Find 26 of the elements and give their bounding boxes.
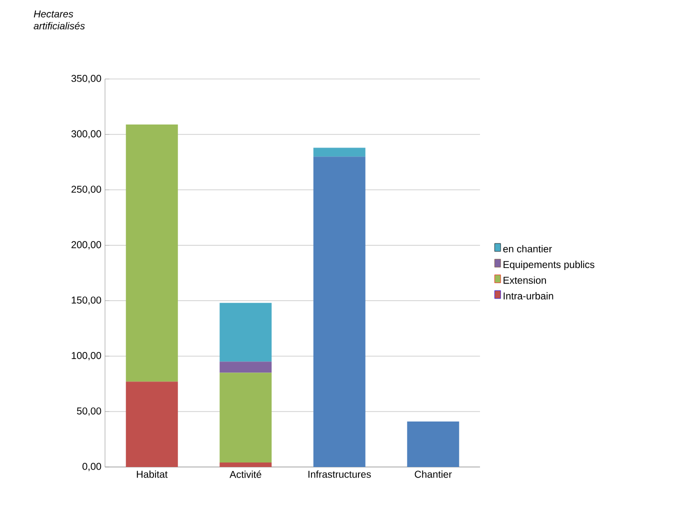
- y-tick-label: 150,00: [72, 296, 102, 305]
- y-tick-label: 250,00: [72, 186, 102, 194]
- bar: [313, 148, 366, 157]
- y-tick-label: 350,00: [71, 74, 102, 84]
- y-tick-label: 100,00: [72, 352, 102, 360]
- bar: [220, 302, 272, 362]
- legend-label: en chantier: [503, 245, 552, 252]
- legend-label: Intra-urbain: [504, 292, 554, 300]
- y-tick-label: 0,00: [82, 462, 102, 472]
- bar: [126, 124, 178, 382]
- bar: [126, 382, 178, 467]
- bar: [407, 422, 460, 467]
- x-tick-label: Infrastructures: [308, 470, 371, 478]
- legend-label: Equipements publics: [504, 260, 594, 270]
- legend-label: Extension: [504, 276, 546, 284]
- y-tick-label: 200,00: [72, 241, 102, 250]
- x-tick-label: Activité: [230, 470, 262, 478]
- x-tick-label: Chantier: [414, 470, 452, 478]
- bar: [220, 462, 272, 467]
- bar: [220, 372, 272, 463]
- y-tick-label: 50,00: [76, 407, 102, 416]
- x-tick-label: Habitat: [136, 470, 168, 478]
- bar: [220, 362, 272, 373]
- y-tick-label: 300,00: [71, 130, 102, 139]
- y-axis-title: Hectares artificialisés: [34, 10, 85, 30]
- bar: [313, 156, 366, 467]
